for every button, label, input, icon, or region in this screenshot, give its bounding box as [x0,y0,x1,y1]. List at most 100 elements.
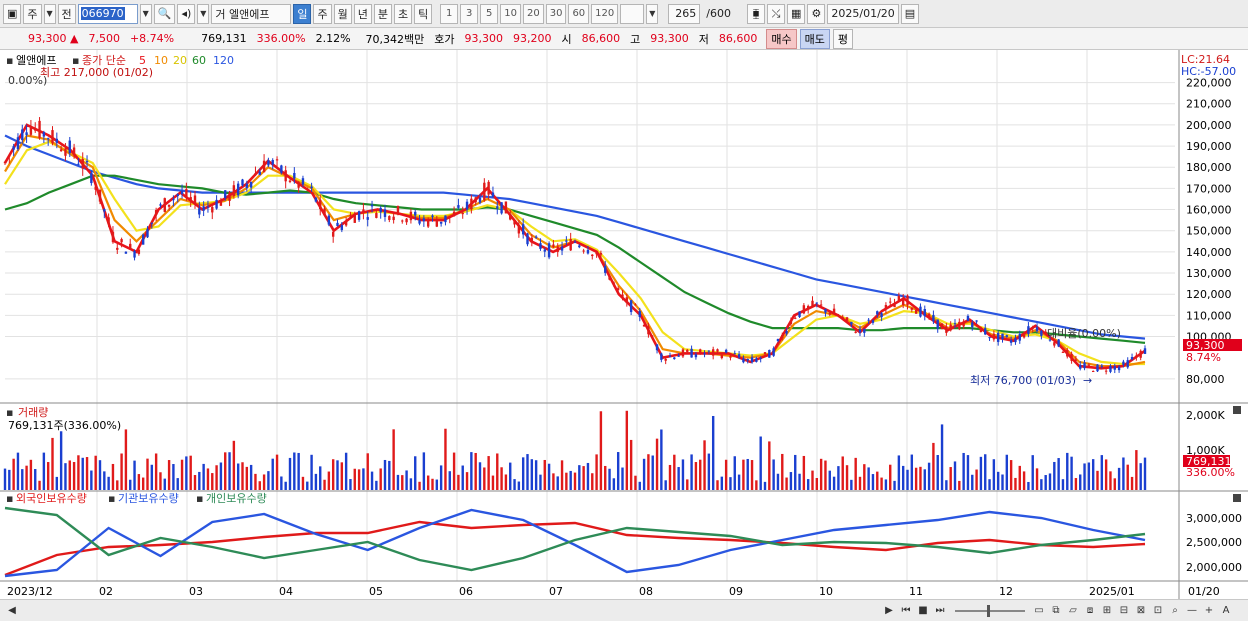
calendar-icon[interactable]: ▤ [900,3,920,24]
sell-button[interactable]: 매도 [799,28,830,49]
trade-amount: 70,342백만 [365,32,425,46]
interval-10[interactable]: 10 [500,3,521,24]
layout-icon-2[interactable]: ⧉ [1052,605,1060,616]
interval-3[interactable]: 3 [460,3,479,24]
price-tick-label: 140,000 [1186,246,1232,259]
candle-body [785,331,788,334]
volume-bar [642,458,646,490]
interval-20[interactable]: 20 [522,3,544,24]
price-tick-label: 180,000 [1186,161,1232,174]
volume-bar [655,438,659,490]
interval-5[interactable]: 5 [480,3,499,24]
candle-body [1091,371,1095,373]
period-second[interactable]: 초 [393,3,413,24]
layout-icon-3[interactable]: ▱ [1069,605,1077,616]
candle-body [949,324,952,331]
volume-bar [457,474,460,490]
horizontal-scrollbar[interactable] [21,605,881,617]
candle-body [1113,366,1116,370]
volume-bar [582,466,585,490]
scroll-left-icon[interactable]: ◀ [8,605,16,616]
candle-body [595,251,598,255]
chart-type-icon[interactable]: ▣ [3,3,22,24]
draw-icon[interactable]: ⤯ [766,3,785,24]
candle-body [1035,327,1039,332]
interval-30[interactable]: 30 [545,3,567,24]
buy-button[interactable]: 매수 [766,28,797,49]
average-button[interactable]: 평 [832,28,854,49]
candle-body [686,349,689,352]
volume-bar [362,468,365,490]
chart-area[interactable]: ▪ 엘앤에프 ▪ 종가 단순 5 10 20 60 120 최고 217,000… [0,50,1248,599]
speaker-dropdown-icon[interactable]: ▼ [197,3,210,24]
layout-icon-1[interactable]: ▭ [1034,605,1044,616]
candle-body [517,224,521,234]
candle-body [396,206,400,213]
candle-body [146,228,149,238]
period-tick[interactable]: 틱 [414,3,433,24]
candle-body [858,329,862,333]
volume-bar [910,454,914,490]
volume-panel-close-icon[interactable] [1233,406,1241,414]
candle-icon[interactable]: ⧯ [746,3,765,24]
search-icon[interactable]: 🔍 [153,3,176,24]
font-size-icon[interactable]: A [1222,605,1230,616]
volume-bar [314,473,318,490]
scroll-right-icon[interactable]: ▶ [885,605,893,616]
stock-code-input[interactable]: 066970 [77,3,138,24]
save-icon[interactable]: ▦ [786,3,806,24]
grid-lines [5,50,1175,581]
price-y-axis: 220,000 210,000 200,000 190,000 180,000 170,0… [1186,77,1232,386]
layout-icon-4[interactable]: ⧈ [1086,605,1094,616]
stop-icon[interactable]: ■ [918,605,928,616]
first-page-icon[interactable]: ⏮ [901,605,911,616]
interval-60[interactable]: 60 [568,3,590,24]
ma-legend-label: 종가 단순 [82,54,126,67]
zoom-slider[interactable] [955,604,1025,617]
quote-bar: 93,300 ▲ 7,500 +8.74% 769,131 336.00% 2.… [0,28,1248,50]
interval-custom-input[interactable] [620,3,645,24]
candle-body [660,353,663,360]
period-minute[interactable]: 분 [373,3,392,24]
volume-bar [206,468,210,490]
up-arrow-icon: ▲ [70,32,79,45]
volume-bar [1001,474,1004,490]
settings-icon[interactable]: ⚙ [807,3,826,24]
volume-bar [344,452,348,490]
zoom-slider-thumb[interactable] [987,604,990,617]
layout-icon-7[interactable]: ⊠ [1136,605,1146,616]
count-input[interactable]: 265 [668,3,701,24]
speaker-icon[interactable]: ◂) [177,3,196,24]
period-week[interactable]: 주 [313,3,332,24]
zoom-out-icon[interactable]: — [1187,605,1197,616]
market-select[interactable]: 주 [23,3,42,24]
interval-120[interactable]: 120 [591,3,619,24]
zoom-search-icon[interactable]: ⌕ [1172,605,1178,616]
layout-icon-5[interactable]: ⊞ [1102,605,1112,616]
candle-body [1044,331,1047,333]
last-page-icon[interactable]: ⏭ [935,605,945,616]
zoom-in-icon[interactable]: + [1204,605,1214,616]
candle-body [1053,342,1056,346]
volume-bar [750,460,754,490]
period-month[interactable]: 월 [333,3,352,24]
candle-body [319,199,322,210]
code-dropdown-icon[interactable]: ▼ [139,3,152,24]
volume-bar [422,452,426,490]
period-day[interactable]: 일 [293,3,312,24]
date-input[interactable]: 2025/01/20 [827,3,899,24]
market-dropdown-icon[interactable]: ▼ [43,3,56,24]
interval-dropdown-icon[interactable]: ▼ [646,3,659,24]
layout-icon-8[interactable]: ⊡ [1153,605,1163,616]
interval-1[interactable]: 1 [440,3,459,24]
main-toolbar: ▣ 주 ▼ 전 066970 ▼ 🔍 ◂) ▼ 거 엘앤에프 일 주 월 년 분… [0,0,1248,28]
period-year[interactable]: 년 [353,3,372,24]
volume-bar [1113,478,1116,490]
volume-bar [1040,479,1043,490]
prev-button[interactable]: 전 [57,3,76,24]
candle-body [1104,370,1108,372]
holdings-panel-close-icon[interactable] [1233,494,1241,502]
volume-bar [319,466,322,490]
candle-body [215,199,218,209]
layout-icon-6[interactable]: ⊟ [1119,605,1129,616]
